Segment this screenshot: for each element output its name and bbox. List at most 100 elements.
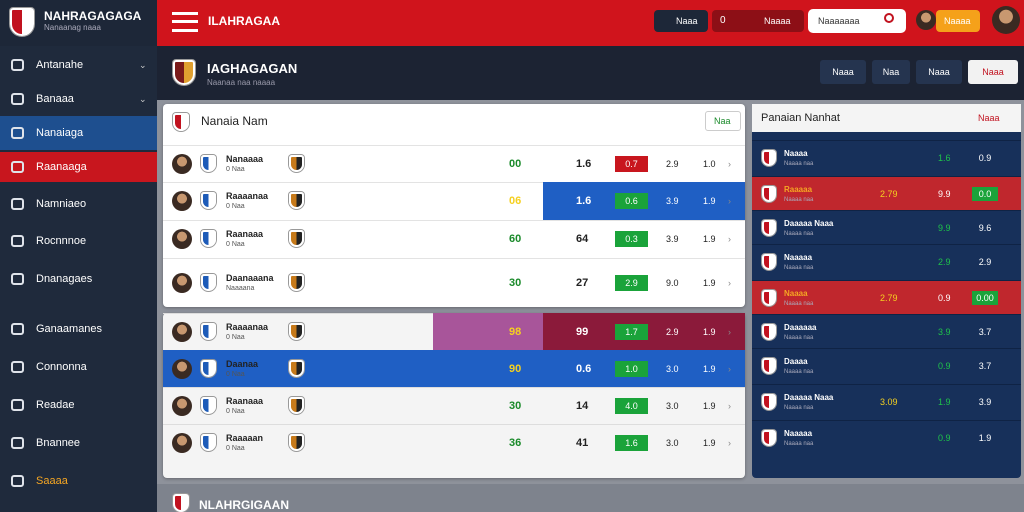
label: 0 Naa	[226, 203, 245, 210]
team-crest	[201, 359, 216, 377]
label: 0.9	[938, 433, 951, 443]
panel-odds[interactable]: 3.7	[978, 327, 992, 337]
sidebar-icon	[11, 161, 24, 173]
team-crest	[762, 430, 776, 447]
label: 2.9	[666, 326, 679, 337]
label: Raanaaa	[226, 395, 264, 406]
sidebar-item[interactable]: Saaaa	[36, 475, 68, 487]
panel-odds[interactable]: 9.6	[978, 223, 992, 233]
live-button[interactable]	[654, 10, 708, 32]
label: 1.0	[703, 158, 716, 169]
row-chevron: ›	[728, 363, 731, 374]
label: IAGHAGAGAN	[207, 61, 298, 76]
chevron: ⌄	[139, 60, 147, 70]
filter-dropdown[interactable]: Naa	[705, 111, 741, 131]
panel-odds[interactable]: 0.00	[972, 291, 998, 305]
label: 0 Naa	[226, 165, 245, 173]
odds-box[interactable]: 4.0	[615, 397, 648, 414]
label: Daaaaaa	[784, 323, 817, 332]
label: 3.0	[666, 363, 679, 374]
sidebar-item[interactable]: Connonna	[36, 361, 87, 373]
label: 1.9	[703, 400, 716, 411]
row-divider	[163, 182, 745, 183]
odds-box[interactable]: 0.7	[615, 155, 648, 172]
menu-button[interactable]	[172, 12, 198, 32]
team-crest	[762, 290, 776, 307]
sidebar-item[interactable]: Namniaeo	[36, 198, 87, 210]
panel-odds[interactable]: 1.9	[978, 433, 992, 443]
odds-box[interactable]: 0.3	[615, 231, 648, 247]
sidebar-item[interactable]: Readae	[36, 399, 75, 411]
sidebar-item[interactable]: Nanaiaga	[36, 127, 84, 139]
panel-odds[interactable]: 3.7	[978, 361, 992, 371]
label: 0.6	[576, 362, 592, 375]
header-button[interactable]: Naaa	[968, 60, 1018, 84]
panel-filter[interactable]: Naaa	[978, 113, 1000, 123]
player-avatar	[172, 191, 192, 211]
label: Naaaa naa	[784, 265, 814, 271]
player-avatar	[172, 358, 192, 379]
player-avatar	[172, 229, 192, 249]
header-button[interactable]: Naa	[872, 60, 910, 84]
label: Raanaaa	[226, 229, 264, 239]
odds-box[interactable]: 2.9	[615, 274, 648, 291]
sidebar-icon	[11, 59, 24, 71]
row-highlight	[433, 313, 543, 350]
sidebar-highlight	[0, 152, 157, 182]
label: 0.9	[938, 293, 951, 303]
panel-odds[interactable]: 0.0	[972, 187, 998, 201]
header-button[interactable]: Naaa	[916, 60, 962, 84]
team-crest	[173, 113, 189, 132]
team-crest	[289, 433, 304, 451]
label: 1.9	[703, 234, 716, 244]
row-highlight	[163, 350, 745, 387]
label: Raaaaan	[226, 432, 264, 443]
odds-box[interactable]: 1.6	[615, 434, 648, 451]
header-button[interactable]: Naaa	[820, 60, 866, 84]
label: 2.9	[666, 158, 679, 169]
label: Nanaia Nam	[201, 114, 268, 128]
label: Naaa	[676, 16, 698, 26]
team-crest	[201, 230, 216, 248]
label: 1.9	[703, 277, 716, 288]
team-crest	[762, 324, 776, 341]
panel-odds[interactable]: 2.9	[978, 257, 992, 267]
sidebar-item[interactable]: Banaaa	[36, 93, 74, 105]
sidebar-item[interactable]: Ganaamanes	[36, 323, 103, 335]
label: Raaaaa	[784, 185, 813, 194]
sidebar-item[interactable]: Bnannee	[36, 437, 81, 449]
team-crest	[762, 186, 776, 203]
label: 0 Naa	[226, 407, 245, 415]
odds-box[interactable]: 1.7	[615, 323, 648, 340]
panel-row	[752, 210, 1021, 246]
team-crest	[201, 322, 216, 340]
row-chevron: ›	[728, 196, 731, 206]
team-crest	[289, 154, 304, 172]
panel-row	[752, 420, 1021, 456]
team-crest	[762, 394, 776, 411]
label: Naaaana	[226, 284, 255, 292]
odds-box[interactable]: 1.0	[615, 360, 648, 377]
odds-box[interactable]: 0.6	[615, 193, 648, 209]
bet-slip[interactable]	[712, 10, 804, 32]
sidebar-item[interactable]: Raanaaga	[36, 161, 87, 173]
label: 1.9	[703, 437, 716, 448]
label: 30	[509, 276, 522, 289]
panel-odds[interactable]: 3.9	[978, 397, 992, 407]
sidebar-item[interactable]: Dnanagaes	[36, 273, 93, 285]
label: 3.0	[666, 437, 679, 448]
label: Daaaaa Naaa	[784, 219, 834, 228]
team-crest	[173, 494, 189, 512]
label: 1.6	[576, 195, 592, 207]
user-button[interactable]	[936, 10, 980, 32]
user-button-label[interactable]: Naaaa	[944, 16, 971, 26]
footer-section	[157, 484, 1024, 512]
sidebar-item[interactable]: Antanahe	[36, 59, 84, 71]
search-placeholder[interactable]: Naaaaaaa	[818, 16, 860, 26]
panel-odds[interactable]: 0.9	[978, 153, 992, 163]
label: Naaaa naa	[784, 441, 814, 447]
sidebar-item[interactable]: Rocnnnoe	[36, 235, 87, 247]
team-crest	[10, 8, 34, 36]
label: 0 Naa	[226, 241, 245, 248]
label: 2.79	[880, 189, 898, 199]
